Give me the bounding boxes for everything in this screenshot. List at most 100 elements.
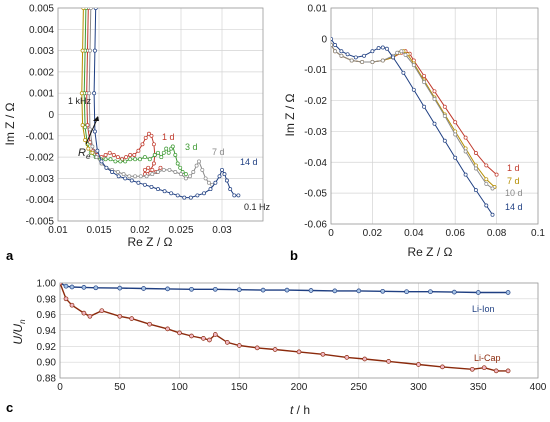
panel-a-y-tick-label: 0.002: [29, 67, 54, 78]
panel-b-plot-frame: [330, 7, 539, 225]
panel-c-series-li-ion-point: [284, 287, 290, 293]
panel-a-series-line4-point: [80, 48, 85, 53]
panel-a-series-14d-point: [232, 193, 237, 198]
panel-b-y-tick-label: -0.02: [304, 96, 327, 107]
panel-c-y-tick-label: 0.94: [37, 326, 57, 337]
panel-a-x-axis-title: Re Z / Ω: [128, 235, 173, 249]
panel-c-series-li-cap-point: [177, 330, 182, 336]
panel-b-x-tick-label: 0.04: [404, 228, 424, 239]
panel-c-chart: 0 50 100 150 200 250 300 350 400 1.00 0.98 0.96 0.94…: [37, 279, 547, 394]
panel-c-label-liion: Li-Ion: [472, 304, 495, 314]
panel-c-series-li-ion-point: [69, 284, 75, 290]
panel-b-series-10d-point: [370, 60, 375, 64]
panel-a-series-14d-point: [116, 174, 121, 179]
panel-a-series-14d-point: [92, 91, 97, 96]
panel-c-y-tick-label: 0.88: [37, 374, 57, 385]
panel-a-y-tick-label: -0.004: [26, 195, 55, 206]
panel-b-series-10d-point: [339, 53, 344, 58]
panel-b-series-layer: [331, 36, 499, 217]
panel-b-series-14d-point: [376, 46, 381, 51]
panel-a-y-tick-label: -0.003: [26, 174, 55, 185]
panel-b-series-10d-point: [395, 50, 400, 55]
panel-a-plot-frame: [57, 7, 264, 222]
panel-b-series-10d-point: [442, 114, 447, 118]
panel-b-series-14d-line: [331, 38, 493, 215]
panel-c-x-tick-label: 200: [291, 382, 308, 393]
panel-b-series-14d-point: [473, 188, 478, 193]
panel-c-series-li-cap-point: [165, 326, 170, 332]
panel-b-series-14d-point: [463, 172, 468, 177]
panel-a-series-7d-point: [88, 8, 93, 10]
panel-a-series-1d-point: [142, 167, 147, 172]
panel-a-series-1d-point: [103, 153, 108, 157]
panel-c-x-tick-label: 50: [114, 382, 126, 393]
panel-b-series-14d-point: [411, 87, 416, 92]
panel-c-series-li-ion-point: [475, 290, 481, 295]
panel-b-series-1d-point: [442, 104, 447, 109]
panel-a-series-layer: [79, 8, 241, 200]
panel-c-series-li-ion-point: [308, 288, 314, 293]
panel-c-y-tick-label: 0.92: [37, 342, 57, 353]
panel-a-series-1d-point: [151, 161, 156, 166]
panel-a-series-1d-point: [147, 131, 151, 136]
panel-b-series-10d-line: [331, 44, 493, 189]
panel-c-plot-frame: [59, 282, 539, 379]
panel-c-x-tick-label: 250: [350, 382, 367, 393]
panel-a-series-3d-point: [142, 155, 147, 160]
panel-a-series-14d-point: [93, 8, 98, 10]
panel-c-y-tick-label: 0.96: [37, 310, 57, 321]
panel-b-label-1d: 1 d: [507, 163, 520, 173]
panel-c-series-li-cap-point: [469, 366, 475, 372]
panel-b-x-tick-label: 0.02: [363, 228, 383, 239]
panel-c-x-tick-label: 400: [530, 382, 547, 393]
panel-a-series-14d-point: [213, 180, 218, 185]
panel-b-series-14d-point: [380, 45, 385, 50]
panel-c-series-li-ion-line: [60, 283, 509, 294]
panel-b-x-tick-label: 0: [328, 228, 334, 239]
panel-a-series-7d-point: [156, 170, 160, 174]
panel-c-x-title-rest: / h: [293, 403, 310, 417]
panel-b-series-14d-point: [391, 55, 396, 60]
panel-b-series-14d-point: [339, 49, 344, 54]
panel-c-series-li-ion-point: [81, 285, 87, 290]
panel-a-series-7d-point: [194, 163, 199, 168]
panel-a-series-14d-point: [142, 182, 147, 187]
panel-a-series-3d-point: [156, 150, 160, 155]
panel-b-series-1d-point: [463, 135, 468, 140]
panel-a-series-1d-point: [124, 155, 129, 160]
panel-a-y-tick-label: -0.005: [26, 217, 55, 228]
panel-c-x-title-t: t: [290, 403, 294, 417]
panel-c-series-li-cap-point: [189, 333, 194, 339]
panel-b-series-1d-point: [432, 89, 437, 94]
panel-a-series-7d-point: [88, 127, 92, 132]
panel-a-series-14d-point: [228, 187, 233, 192]
panel-a-label-1khz: 1 kHz: [68, 96, 92, 106]
panel-c-series-li-cap-point: [60, 283, 63, 286]
panel-a-series-14d-point: [92, 129, 97, 134]
panel-b-series-14d-point: [490, 212, 495, 217]
panel-c-y-tick-label: 0.90: [37, 358, 57, 369]
panel-a-series-14d-point: [149, 184, 154, 189]
panel-b-series-14d-point: [384, 46, 389, 51]
panel-a-series-line4-point: [81, 8, 86, 10]
panel-b-y-tick-label: -0.04: [304, 158, 327, 169]
panel-c-series-li-cap-point: [207, 337, 212, 343]
panel-a-y-tick-label: 0.003: [29, 46, 54, 57]
panel-c-series-li-ion-point: [93, 285, 99, 291]
panel-b-series-10d-point: [463, 149, 468, 154]
panel-a-series-7d-point: [183, 176, 188, 181]
panel-a-series-7d-point: [87, 91, 92, 96]
panel-a-series-14d-point: [95, 148, 100, 153]
panel-a-series-7d-point: [167, 167, 172, 172]
panel-a-y-tick-label: 0.004: [29, 25, 54, 36]
panel-c-series-li-ion-point: [404, 289, 409, 295]
panel-a-series-7d-point: [191, 170, 196, 174]
panel-a-series-14d-point: [175, 193, 180, 198]
panel-a-label-re: Re: [78, 147, 91, 161]
panel-a-series-3d-point: [159, 155, 164, 160]
panel-a-series-14d-point: [110, 170, 115, 174]
panel-a-series-7d-point: [115, 170, 120, 174]
panel-b-series-10d-point: [484, 181, 489, 186]
panel-a-series-14d-point: [182, 195, 187, 200]
panel-b-series-14d-point: [362, 53, 367, 58]
